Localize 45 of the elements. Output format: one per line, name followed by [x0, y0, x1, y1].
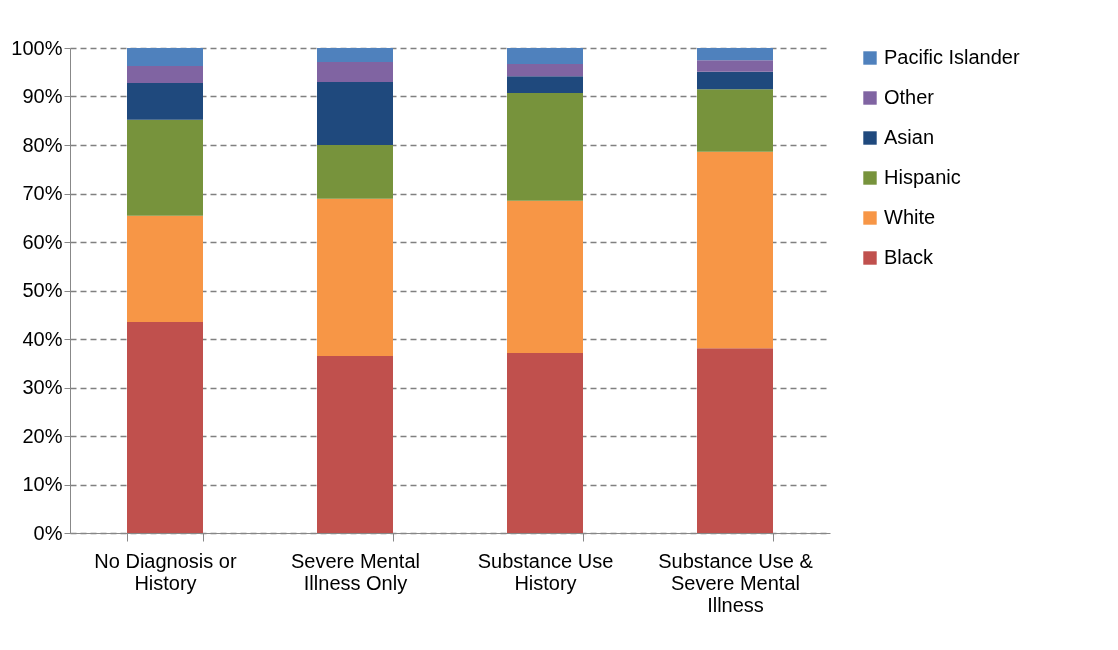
legend-label: White: [884, 206, 936, 228]
bar: [317, 198, 393, 356]
legend-label: Asian: [884, 126, 935, 148]
x-tick-label: No Diagnosis or History: [94, 549, 237, 594]
y-tick-label: 0%: [33, 521, 63, 544]
legend-label: Pacific Islander: [884, 46, 1020, 68]
bar: [127, 82, 203, 120]
y-tick-label: 20%: [22, 424, 63, 447]
y-tick-label: 50%: [22, 279, 63, 301]
legend-label: Black: [884, 246, 934, 268]
bar: [697, 89, 773, 152]
bar: [127, 65, 203, 83]
bar: [317, 62, 393, 82]
bar: [317, 48, 393, 63]
bar: [507, 93, 583, 201]
y-tick-label: 30%: [22, 376, 63, 398]
bar: [507, 76, 583, 94]
bar: [697, 348, 773, 533]
y-tick-label: 80%: [22, 133, 63, 156]
y-tick-label: 10%: [22, 473, 63, 495]
bar: [317, 81, 393, 145]
y-tick-label: 100%: [11, 36, 63, 59]
bar: [317, 355, 393, 533]
x-tick-label: Severe Mental Illness Only: [291, 549, 420, 594]
y-tick-label: 90%: [22, 85, 63, 107]
y-tick-label: 60%: [22, 230, 63, 253]
y-tick-label: 70%: [22, 182, 63, 204]
x-tick-label: Substance Use History: [477, 549, 614, 594]
bar: [127, 322, 203, 533]
bar: [697, 60, 773, 72]
bar: [127, 119, 203, 216]
bar: [697, 151, 773, 349]
bar: [507, 48, 583, 64]
x-tick-label: Substance Use & Severe Mental Illness: [658, 549, 814, 616]
legend-label: Other: [884, 86, 935, 108]
legend-label: Hispanic: [884, 166, 961, 188]
bar: [697, 48, 773, 61]
bar: [507, 353, 583, 533]
bar: [127, 48, 203, 66]
bar: [697, 71, 773, 90]
y-tick-label: 40%: [22, 327, 63, 350]
bar: [507, 64, 583, 77]
bar: [507, 200, 583, 354]
bar: [317, 145, 393, 199]
bar: [127, 215, 203, 323]
